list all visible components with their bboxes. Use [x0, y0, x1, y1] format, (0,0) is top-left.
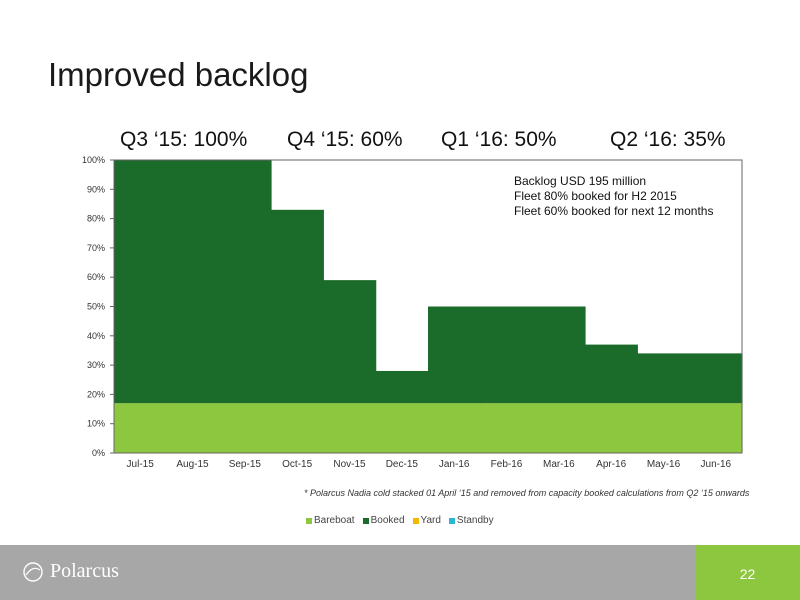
- y-tick-label: 60%: [87, 272, 105, 282]
- annotation-box: [506, 170, 732, 226]
- bar-booked-aug-15: [166, 160, 220, 404]
- quarter-label-q2-16: Q2 ‘16: 35%: [610, 128, 726, 151]
- slide-title: Improved backlog: [48, 56, 309, 93]
- legend-swatch-standby: [448, 517, 455, 524]
- legend-item-standby: Standby: [448, 515, 494, 526]
- x-tick-label: Mar-16: [543, 459, 575, 470]
- x-tick-label: Sep-15: [229, 459, 262, 470]
- logo-text: Polarcus: [50, 560, 119, 582]
- y-tick-label: 0%: [92, 448, 105, 458]
- y-tick-label: 90%: [87, 184, 105, 194]
- y-tick-label: 10%: [87, 419, 105, 429]
- quarter-label-q1-16: Q1 ‘16: 50%: [441, 128, 557, 151]
- bar-bareboat-may-16: [637, 403, 691, 453]
- x-tick-label: Aug-15: [176, 459, 209, 470]
- x-tick-label: Dec-15: [386, 459, 419, 470]
- x-tick-label: May-16: [647, 459, 681, 470]
- x-tick-label: Oct-15: [282, 459, 312, 470]
- bar-booked-oct-15: [271, 209, 324, 404]
- annotation-line: Fleet 60% booked for next 12 months: [514, 204, 713, 218]
- legend-label-bareboat: Bareboat: [314, 515, 355, 526]
- page-number: 22: [739, 566, 756, 582]
- bar-booked-apr-16: [585, 344, 638, 404]
- y-tick-label: 40%: [87, 331, 105, 341]
- company-logo: Polarcus: [22, 560, 119, 583]
- bar-bareboat-nov-15: [323, 403, 377, 453]
- bar-booked-mar-16: [532, 306, 586, 404]
- chart-legend: Bareboat Booked Yard Standby: [306, 515, 494, 526]
- legend-swatch-bareboat: [306, 517, 312, 524]
- legend-swatch-booked: [362, 517, 369, 524]
- legend-label-yard: Yard: [420, 515, 441, 526]
- y-tick-label: 20%: [87, 389, 105, 399]
- x-tick-label: Feb-16: [491, 459, 523, 470]
- bar-booked-may-16: [637, 353, 691, 404]
- legend-item-bareboat: Bareboat: [306, 515, 355, 526]
- legend-swatch-yard: [412, 517, 419, 524]
- bar-bareboat-oct-15: [271, 403, 324, 453]
- x-tick-label: Apr-16: [596, 459, 626, 470]
- x-tick-label: Jun-16: [701, 459, 732, 470]
- y-tick-label: 70%: [87, 243, 105, 253]
- x-tick-label: Nov-15: [333, 459, 366, 470]
- footer-bar: [0, 545, 800, 600]
- y-tick-label: 30%: [87, 360, 105, 370]
- bar-bareboat-jul-15: [114, 403, 167, 453]
- bar-bareboat-sep-15: [218, 403, 272, 453]
- bar-bareboat-aug-15: [166, 403, 220, 453]
- legend-item-booked: Booked: [362, 515, 405, 526]
- bar-booked-jun-16: [689, 353, 743, 404]
- quarter-label-q4-15: Q4 ‘15: 60%: [287, 128, 403, 151]
- x-tick-label: Jan-16: [439, 459, 470, 470]
- bar-bareboat-apr-16: [585, 403, 638, 453]
- footnote: * Polarcus Nadia cold stacked 01 April ‘…: [304, 488, 750, 498]
- bar-booked-jul-15: [114, 160, 167, 404]
- y-tick-label: 80%: [87, 214, 105, 224]
- bar-booked-sep-15: [218, 160, 272, 404]
- legend-label-standby: Standby: [456, 515, 494, 526]
- bar-booked-jan-16: [428, 306, 481, 404]
- y-tick-label: 50%: [87, 302, 105, 312]
- legend-item-yard: Yard: [412, 515, 441, 526]
- polarcus-logo-icon: [23, 561, 43, 582]
- legend-label-booked: Booked: [370, 515, 405, 526]
- annotation-line: Fleet 80% booked for H2 2015: [514, 189, 677, 203]
- bar-bareboat-dec-15: [375, 403, 429, 453]
- bar-bareboat-jun-16: [689, 403, 743, 453]
- bar-bareboat-jan-16: [428, 403, 481, 453]
- y-tick-label: 100%: [82, 155, 105, 165]
- bar-booked-dec-15: [375, 370, 429, 404]
- x-tick-label: Jul-15: [127, 459, 155, 470]
- bar-bareboat-feb-16: [480, 403, 534, 453]
- page-number-box: [695, 545, 800, 600]
- bar-booked-nov-15: [323, 280, 377, 404]
- backlog-chart: 0% 10% 20% 30% 40% 50% 60% 70% 80% 90% 100% Jul-15 A…: [82, 155, 743, 470]
- quarter-label-q3-15: Q3 ‘15: 100%: [120, 128, 248, 151]
- annotation-line: Backlog USD 195 million: [514, 174, 646, 188]
- bar-bareboat-mar-16: [532, 403, 586, 453]
- bar-booked-feb-16: [480, 306, 534, 404]
